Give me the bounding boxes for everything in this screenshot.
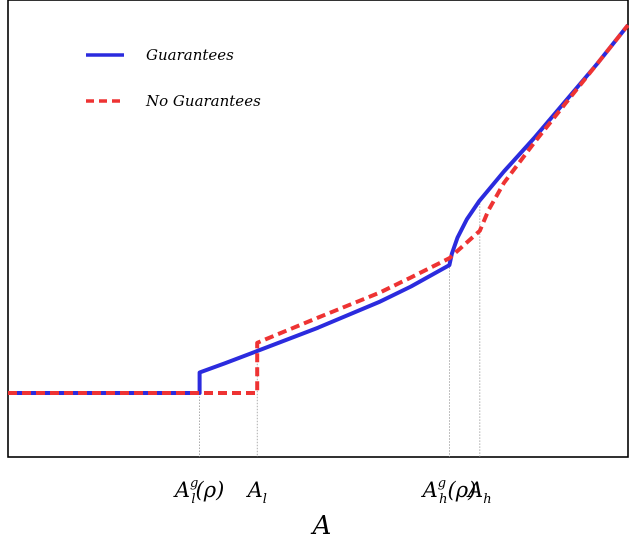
series-line-no-guarantees bbox=[8, 23, 629, 395]
legend: Guarantees No Guarantees bbox=[86, 46, 261, 110]
x-tick-label-2: Ag h(ρ) bbox=[421, 476, 477, 507]
tick-guide-lines bbox=[199, 200, 481, 457]
x-axis-label: A bbox=[311, 511, 332, 541]
x-tick-labels: Ag l(ρ) Al Ag h(ρ)Ah bbox=[173, 476, 492, 507]
x-tick-label-1: Al bbox=[246, 478, 267, 507]
legend-label-no-guarantees: No Guarantees bbox=[145, 92, 261, 110]
series-line-guarantees bbox=[8, 23, 629, 395]
x-tick-label-3: Ah bbox=[466, 478, 492, 507]
x-tick-label-0: Ag l(ρ) bbox=[173, 476, 224, 507]
series-lines bbox=[8, 23, 629, 395]
plot-frame bbox=[7, 0, 629, 458]
legend-label-guarantees: Guarantees bbox=[146, 46, 234, 64]
